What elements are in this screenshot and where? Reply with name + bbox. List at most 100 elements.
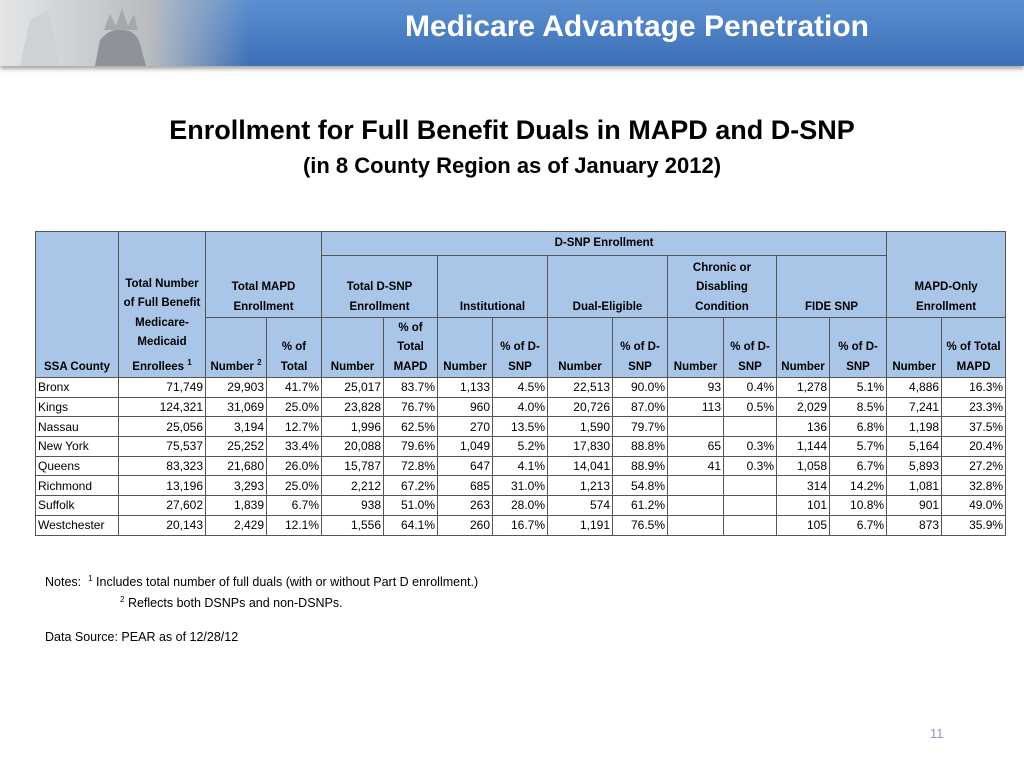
heading: Enrollment for Full Benefit Duals in MAP… (169, 115, 855, 145)
table-cell: 33.4% (266, 436, 322, 457)
table-cell: 16.7% (492, 514, 548, 536)
footnote: Includes total number of full duals (wit… (96, 575, 479, 590)
table-cell: 10.8% (828, 495, 888, 516)
table-cell: 270 (437, 416, 493, 438)
table-cell: 1,049 (437, 436, 493, 457)
data-source: Data Source: PEAR as of 12/28/12 (45, 630, 239, 645)
group-header: Total D-SNP Enrollment (321, 255, 438, 318)
column-header: SSA County (35, 231, 119, 378)
column-header: % of Total MAPD (941, 317, 1007, 378)
table-cell: 20,726 (547, 396, 613, 418)
column-header: % of D-SNP (828, 317, 888, 378)
column-header: % of D-SNP (723, 317, 777, 378)
table-cell: 901 (886, 495, 943, 516)
footnote-mark: 1 (187, 357, 192, 367)
table-cell: 23,828 (321, 396, 384, 418)
table-cell: 21,680 (205, 455, 267, 477)
table-cell: 79.6% (383, 436, 438, 457)
table-cell: 25.0% (266, 396, 322, 418)
table-cell: 2,429 (205, 514, 267, 536)
footnote-mark: 1 (88, 574, 93, 583)
slide-title: Medicare Advantage Penetration (404, 10, 870, 43)
table-cell: 79.7% (612, 416, 668, 438)
table-cell: 13.5% (492, 416, 548, 438)
table-cell: 20,143 (118, 514, 206, 536)
table-cell: 51.0% (383, 495, 438, 516)
table-cell: 4,886 (886, 377, 943, 398)
table-cell: 685 (437, 475, 493, 497)
table-body: Bronx 71,749 29,903 41.7% 25,017 83.7% 1,133 4.… (35, 377, 1007, 536)
table-cell: 938 (321, 495, 384, 516)
table-cell: 1,839 (205, 495, 267, 516)
table-cell: 124,321 (118, 396, 206, 418)
table-cell: 15,787 (321, 455, 384, 477)
table-cell (723, 416, 777, 438)
table-cell: 1,213 (547, 475, 613, 497)
group-header: Total MAPD Enrollment (205, 231, 322, 318)
column-header: Number 2 (205, 317, 267, 378)
table-cell: 72.8% (383, 455, 438, 477)
footnote-mark: 2 (257, 357, 262, 367)
table-row: Richmond 13,196 3,293 25.0% 2,212 67.2% 685 31.… (35, 475, 1007, 497)
column-header: % of D-SNP (492, 317, 548, 378)
table-cell: 8.5% (828, 396, 888, 418)
column-header: Number (437, 317, 493, 378)
table-cell: 0.5% (723, 396, 777, 418)
page-number: 11 (930, 726, 944, 741)
column-header: % of Total (266, 317, 322, 378)
table-row: New York 75,537 25,252 33.4% 20,088 79.6% 1,04… (35, 436, 1007, 457)
footnote-mark: 2 (120, 595, 125, 605)
subheading: (in 8 County Region as of January 2012) (302, 153, 722, 178)
table-cell: 41 (667, 455, 724, 477)
table-cell: 93 (667, 377, 724, 398)
column-header: % of Total MAPD (383, 317, 438, 378)
table-cell: 3,194 (205, 416, 267, 438)
table-cell: 87.0% (612, 396, 668, 418)
banner: Medicare Advantage Penetration (0, 0, 1024, 66)
table-cell: 5.1% (828, 377, 888, 398)
table-cell: 88.9% (612, 455, 668, 477)
table-cell: 20,088 (321, 436, 384, 457)
table-cell: 28.0% (492, 495, 548, 516)
table-cell: 27.2% (941, 455, 1007, 477)
table-cell: 4.5% (492, 377, 548, 398)
table-cell: 90.0% (612, 377, 668, 398)
table-cell: 1,144 (776, 436, 830, 457)
table-cell: 2,029 (776, 396, 830, 418)
table-cell: 263 (437, 495, 493, 516)
table-cell: 1,996 (321, 416, 384, 438)
footnote: Reflects both DSNPs and non-DSNPs. (127, 596, 343, 611)
table-cell (723, 475, 777, 497)
table-cell: 71,749 (118, 377, 206, 398)
table-cell: 20.4% (941, 436, 1007, 457)
table-row: Suffolk 27,602 1,839 6.7% 938 51.0% 263 28.0% 57… (35, 495, 1007, 516)
table-cell: 25,017 (321, 377, 384, 398)
table-cell: 25,252 (205, 436, 267, 457)
table-cell (667, 475, 724, 497)
table-cell: 260 (437, 514, 493, 536)
statue-icon (20, 8, 146, 66)
table-cell (667, 514, 724, 536)
table-cell: 35.9% (941, 514, 1007, 536)
column-header: Total Number of Full Benefit Medicare-Me… (118, 231, 206, 378)
table-cell: 6.7% (828, 514, 888, 536)
table-cell: 4.0% (492, 396, 548, 418)
notes-label: Notes: (45, 575, 82, 590)
table-cell: 3,293 (205, 475, 267, 497)
table-cell: 64.1% (383, 514, 438, 536)
table-cell: 0.4% (723, 377, 777, 398)
table-cell: 0.3% (723, 455, 777, 477)
table-cell (667, 416, 724, 438)
table-cell: 1,198 (886, 416, 943, 438)
table-row: Bronx 71,749 29,903 41.7% 25,017 83.7% 1,133 4.… (35, 377, 1007, 398)
table-cell: 76.5% (612, 514, 668, 536)
table-cell: 67.2% (383, 475, 438, 497)
table-cell: 4.1% (492, 455, 548, 477)
table-cell: 136 (776, 416, 830, 438)
table-cell: 54.8% (612, 475, 668, 497)
table-cell: Queens (35, 455, 119, 477)
column-header: Number (667, 317, 724, 378)
table-row: Kings 124,321 31,069 25.0% 23,828 76.7% 960 4.0… (35, 396, 1007, 418)
table-cell: 75,537 (118, 436, 206, 457)
table-cell: 37.5% (941, 416, 1007, 438)
